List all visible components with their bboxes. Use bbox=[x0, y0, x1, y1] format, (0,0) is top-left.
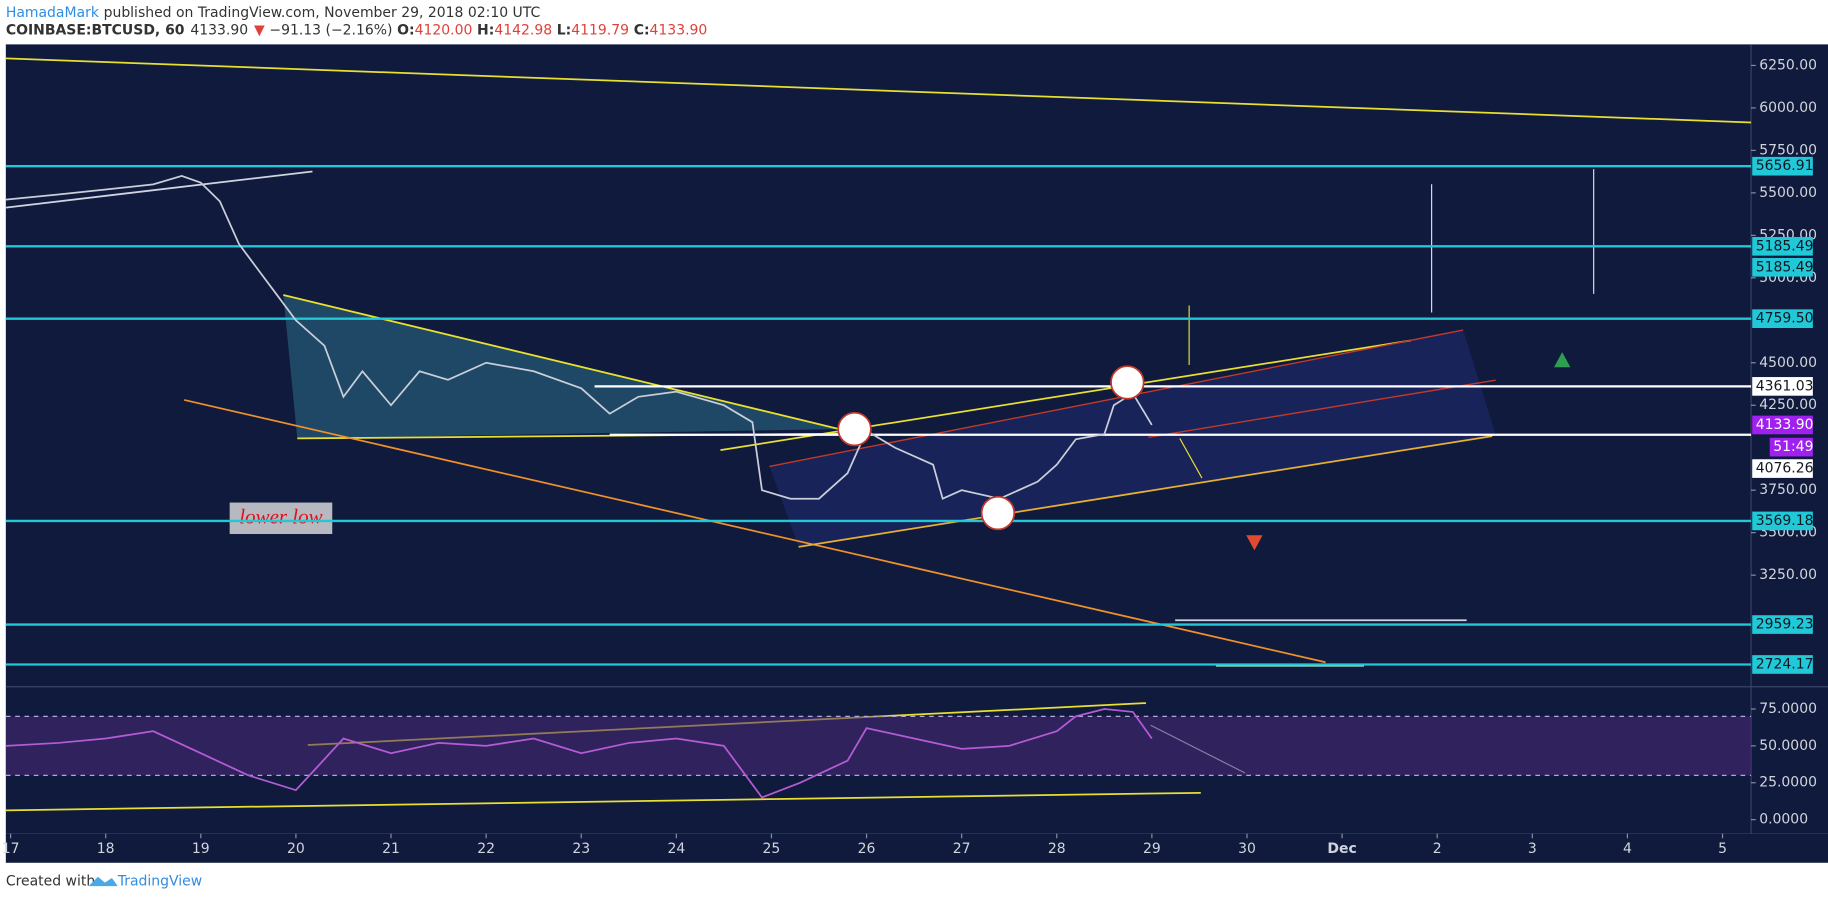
arrow bbox=[1179, 438, 1203, 479]
footer-created: Created with bbox=[6, 873, 95, 889]
annotation: lower low bbox=[239, 505, 322, 529]
channel-bottom bbox=[798, 435, 1493, 548]
x-tick-label: 23 bbox=[572, 841, 590, 857]
up-arrow bbox=[1554, 352, 1571, 368]
low: 4119.79 bbox=[571, 22, 629, 38]
symbol: COINBASE:BTCUSD, 60 bbox=[6, 22, 185, 38]
trendline bbox=[283, 294, 840, 430]
y-tick-label: 5750.00 bbox=[1759, 142, 1817, 158]
y-tick-label: 3250.00 bbox=[1759, 567, 1817, 583]
level-label: 4759.50 bbox=[1756, 311, 1814, 327]
x-tick-label: 17 bbox=[2, 841, 20, 857]
x-tick-label: 18 bbox=[97, 841, 115, 857]
y-tick-label: 6000.00 bbox=[1759, 100, 1817, 116]
level-label-bg bbox=[1752, 615, 1813, 634]
change: −91.13 (−2.16%) bbox=[269, 22, 392, 38]
x-tick-label: 27 bbox=[953, 841, 971, 857]
countdown-bg bbox=[1769, 437, 1813, 457]
x-tick-label: 29 bbox=[1143, 841, 1161, 857]
trendline bbox=[5, 57, 1752, 124]
trendline bbox=[184, 399, 1326, 664]
level-label: 5656.91 bbox=[1756, 158, 1814, 174]
x-tick-label: Dec bbox=[1327, 841, 1356, 857]
marker-circle bbox=[980, 495, 1016, 531]
level-label-bg bbox=[1752, 377, 1813, 396]
rsi-trendline bbox=[5, 791, 1201, 812]
annotation-box bbox=[229, 502, 333, 535]
level-label-bg bbox=[1752, 655, 1813, 674]
l-label: L: bbox=[557, 22, 572, 38]
level-label-bg bbox=[1752, 236, 1813, 256]
y-tick-label: 3750.00 bbox=[1759, 482, 1817, 498]
level-label: 3569.18 bbox=[1756, 513, 1814, 529]
x-tick-label: 22 bbox=[477, 841, 495, 857]
x-tick-label: 2 bbox=[1433, 841, 1442, 857]
open: 4120.00 bbox=[415, 22, 473, 38]
channel-mid bbox=[1148, 379, 1496, 438]
x-tick-label: 19 bbox=[192, 841, 210, 857]
level-label-bg bbox=[1752, 511, 1813, 531]
channel-mid bbox=[769, 329, 1464, 468]
channel-top bbox=[720, 339, 1411, 451]
y-tick-label: 0.0000 bbox=[1759, 812, 1808, 828]
x-tick-label: 26 bbox=[858, 841, 876, 857]
published-line: HamadaMark published on TradingView.com, … bbox=[6, 5, 540, 21]
arrow-line bbox=[5, 170, 313, 209]
down-arrow bbox=[1246, 535, 1263, 551]
y-tick-label: 25.0000 bbox=[1759, 775, 1817, 791]
triangle-fill bbox=[283, 295, 840, 439]
y-tick-label: 4250.00 bbox=[1759, 397, 1817, 413]
footer-brand[interactable]: TradingView bbox=[117, 873, 202, 889]
channel-fill bbox=[769, 330, 1496, 547]
x-tick-label: 30 bbox=[1238, 841, 1256, 857]
series-line bbox=[5, 708, 1153, 799]
series-line bbox=[5, 174, 1153, 500]
level-label: 4076.26 bbox=[1756, 461, 1814, 477]
x-tick-label: 5 bbox=[1718, 841, 1727, 857]
level-label: 5185.49 bbox=[1756, 259, 1814, 275]
x-tick-label: 4 bbox=[1623, 841, 1632, 857]
level-label: 4133.90 bbox=[1756, 417, 1814, 433]
level-label: 2959.23 bbox=[1756, 617, 1814, 633]
last: 4133.90 bbox=[190, 22, 248, 38]
marker-circle bbox=[1110, 365, 1145, 400]
level-label-bg bbox=[1752, 156, 1813, 176]
h-label: H: bbox=[477, 22, 494, 38]
o-label: O: bbox=[397, 22, 414, 38]
x-tick-label: 21 bbox=[382, 841, 400, 857]
level-label-bg bbox=[1752, 415, 1813, 435]
c-label: C: bbox=[634, 22, 650, 38]
x-tick-label: 3 bbox=[1528, 841, 1537, 857]
drawings: lower low bbox=[5, 57, 1752, 812]
y-tick-label: 50.0000 bbox=[1759, 738, 1817, 754]
level-label: 5185.49 bbox=[1756, 238, 1814, 254]
countdown: 51:49 bbox=[1773, 439, 1813, 455]
symbol-line: COINBASE:BTCUSD, 60 4133.90 ▼ −91.13 (−2.16… bbox=[6, 22, 707, 38]
high: 4142.98 bbox=[494, 22, 552, 38]
time-axis bbox=[5, 833, 1828, 863]
level-label: 4361.03 bbox=[1756, 378, 1814, 394]
logo bbox=[88, 876, 118, 887]
level-label-bg bbox=[1752, 257, 1813, 277]
author: HamadaMark bbox=[6, 5, 100, 21]
x-tick-label: 25 bbox=[763, 841, 781, 857]
close: 4133.90 bbox=[650, 22, 708, 38]
x-tick-label: 24 bbox=[667, 841, 685, 857]
level-label: 2724.17 bbox=[1756, 656, 1814, 672]
y-tick-label: 75.0000 bbox=[1759, 701, 1817, 717]
y-tick-label: 5500.00 bbox=[1759, 185, 1817, 201]
x-tick-label: 20 bbox=[287, 841, 305, 857]
arrow: ▼ bbox=[254, 22, 265, 38]
marker-circle bbox=[837, 411, 872, 447]
x-tick-label: 28 bbox=[1048, 841, 1066, 857]
level-label-bg bbox=[1752, 459, 1813, 478]
y-tick-label: 4500.00 bbox=[1759, 355, 1817, 371]
published: published on TradingView.com, November 2… bbox=[104, 5, 541, 21]
level-label-bg bbox=[1752, 309, 1813, 329]
y-tick-label: 6250.00 bbox=[1759, 57, 1817, 73]
rsi-band bbox=[5, 716, 1752, 776]
